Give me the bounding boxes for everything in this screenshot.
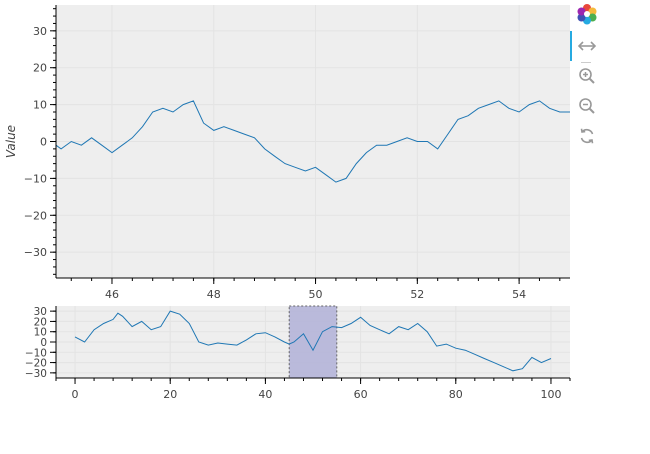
- range-selection-box: [288, 305, 338, 379]
- toolbar: [570, 3, 604, 153]
- x-tick-label: 54: [512, 288, 526, 301]
- y-axis-label: Value: [4, 125, 18, 158]
- y-tick-label: 30: [34, 306, 47, 318]
- x-tick-label: 46: [105, 288, 119, 301]
- x-tick-label: 80: [449, 388, 463, 401]
- y-tick-label: 20: [34, 316, 47, 328]
- y-tick-label: 0: [40, 337, 47, 349]
- y-tick-label: −10: [24, 172, 47, 185]
- series-line: [74, 310, 552, 372]
- y-tick-label: 10: [33, 99, 47, 112]
- y-tick-label: −10: [25, 347, 47, 359]
- x-tick-label: 48: [207, 288, 221, 301]
- x-tick-label: 100: [540, 388, 561, 401]
- x-tick-label: 60: [354, 388, 368, 401]
- reset-icon[interactable]: [574, 125, 600, 147]
- y-tick-label: 30: [33, 25, 47, 38]
- x-tick-label: 0: [72, 388, 79, 401]
- x-tick-label: 20: [163, 388, 177, 401]
- y-tick-label: −30: [25, 368, 47, 380]
- series-line: [56, 100, 570, 183]
- bokeh-logo-icon[interactable]: [574, 3, 600, 25]
- toolbar-divider: [581, 62, 591, 63]
- zoom-out-icon[interactable]: [574, 95, 600, 117]
- range-tool-icon[interactable]: [574, 35, 600, 57]
- x-tick-label: 52: [410, 288, 424, 301]
- wheel-zoom-in-icon[interactable]: [574, 65, 600, 87]
- x-tick-label: 50: [309, 288, 323, 301]
- y-tick-label: −20: [25, 358, 47, 370]
- y-tick-label: −30: [24, 246, 47, 259]
- active-tool-indicator: [570, 31, 572, 61]
- x-tick-label: 40: [258, 388, 272, 401]
- y-tick-label: 0: [40, 136, 47, 149]
- y-tick-label: 20: [33, 62, 47, 75]
- y-tick-label: 10: [34, 327, 47, 339]
- y-tick-label: −20: [24, 209, 47, 222]
- main-plot[interactable]: 46 48 50 52 54 30 20 10 0 −10 −20 −30 Value: [4, 5, 570, 301]
